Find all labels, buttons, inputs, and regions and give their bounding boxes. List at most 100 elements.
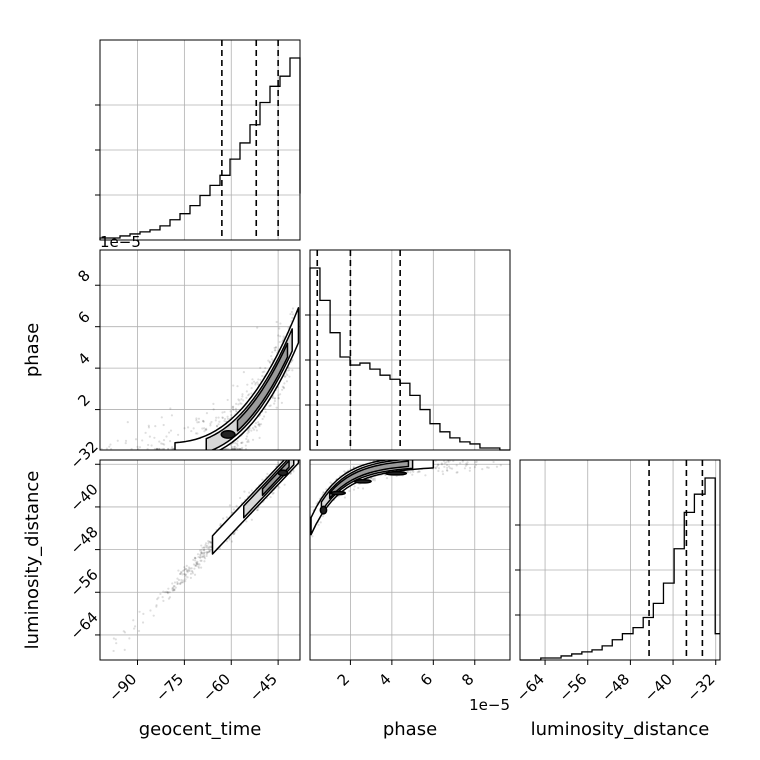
sample-point [411, 473, 414, 476]
sample-point [231, 511, 234, 514]
sample-point [413, 457, 415, 459]
sample-point [232, 384, 235, 387]
sample-point [418, 455, 420, 457]
sample-point [261, 374, 264, 378]
sample-point [160, 447, 164, 450]
sample-point [165, 590, 168, 593]
sample-point [444, 457, 446, 459]
sample-point [208, 540, 211, 544]
sample-point [199, 556, 202, 559]
sample-point [152, 614, 155, 617]
x-tick-label: 8 [458, 670, 477, 689]
sample-point [240, 447, 243, 450]
sample-point [123, 631, 127, 634]
sample-point [419, 457, 421, 459]
sample-point [187, 566, 191, 569]
sample-point [183, 572, 186, 576]
sample-point [190, 569, 194, 573]
sample-point [319, 521, 322, 524]
sample-point [209, 424, 212, 427]
sample-point [137, 629, 141, 633]
sample-point [197, 555, 200, 559]
sample-point [440, 462, 443, 465]
sample-point [158, 447, 161, 450]
sample-point [289, 454, 291, 456]
sample-point [445, 468, 449, 472]
sample-point [247, 439, 250, 442]
sample-point [343, 470, 346, 473]
sample-point [153, 447, 156, 450]
sample-point [252, 428, 256, 431]
sample-point [373, 479, 376, 482]
sample-point [437, 467, 441, 470]
sample-point [468, 466, 472, 470]
sample-point [230, 447, 233, 450]
sample-point [437, 456, 439, 458]
sample-point [168, 596, 172, 599]
sample-point [194, 564, 197, 568]
sample-point [189, 572, 193, 575]
sample-point [234, 447, 237, 450]
sample-point [171, 587, 174, 590]
sample-point [468, 469, 471, 472]
sample-point [239, 447, 242, 450]
sample-point [475, 460, 478, 463]
sample-point [183, 566, 186, 569]
y-tick-label: −40 [67, 480, 102, 515]
panel-frame [309, 459, 511, 661]
sample-point [202, 556, 206, 559]
sample-point [155, 447, 159, 450]
sample-point [170, 447, 173, 450]
sample-point [201, 419, 205, 422]
sample-point [116, 439, 119, 442]
x-tick-label: −45 [246, 670, 281, 705]
sample-point [421, 454, 423, 456]
sample-point [283, 382, 286, 385]
sample-point [235, 410, 238, 413]
sample-point [137, 447, 140, 450]
sample-point [203, 430, 206, 433]
sample-point [243, 490, 246, 493]
sample-point [248, 428, 251, 431]
sample-point [215, 424, 219, 428]
sample-point [192, 558, 195, 561]
sample-point [166, 591, 169, 594]
sample-point [179, 572, 182, 576]
sample-point [275, 320, 278, 324]
sample-point [163, 443, 166, 446]
sample-point [179, 582, 182, 586]
sample-point [202, 551, 206, 554]
sample-point [394, 457, 396, 459]
sample-point [257, 423, 260, 426]
sample-point [233, 532, 236, 535]
sample-point [237, 447, 240, 450]
sample-point [223, 417, 227, 421]
sample-point [133, 627, 136, 630]
sample-point [162, 447, 165, 450]
x-tick-label: 6 [417, 670, 436, 689]
sample-point [109, 447, 113, 450]
sample-point [180, 581, 183, 584]
sample-point [186, 569, 189, 572]
sample-point [231, 407, 234, 410]
sample-point [461, 460, 464, 463]
sample-point [200, 551, 203, 554]
sample-point [171, 586, 175, 590]
sample-point [194, 559, 197, 562]
sample-point [441, 470, 444, 473]
sample-point [273, 399, 277, 403]
sample-point [168, 591, 171, 594]
sample-point [160, 416, 163, 419]
sample-point [180, 578, 183, 582]
sample-point [166, 592, 170, 595]
sample-point [372, 477, 375, 480]
sample-point [203, 549, 206, 552]
sample-point [192, 563, 196, 566]
contour [277, 469, 289, 477]
sample-point [250, 429, 253, 432]
sample-point [163, 447, 166, 450]
sample-point [176, 577, 179, 580]
sample-point [195, 561, 198, 565]
sample-point [45, 726, 47, 728]
sample-point [231, 405, 234, 409]
